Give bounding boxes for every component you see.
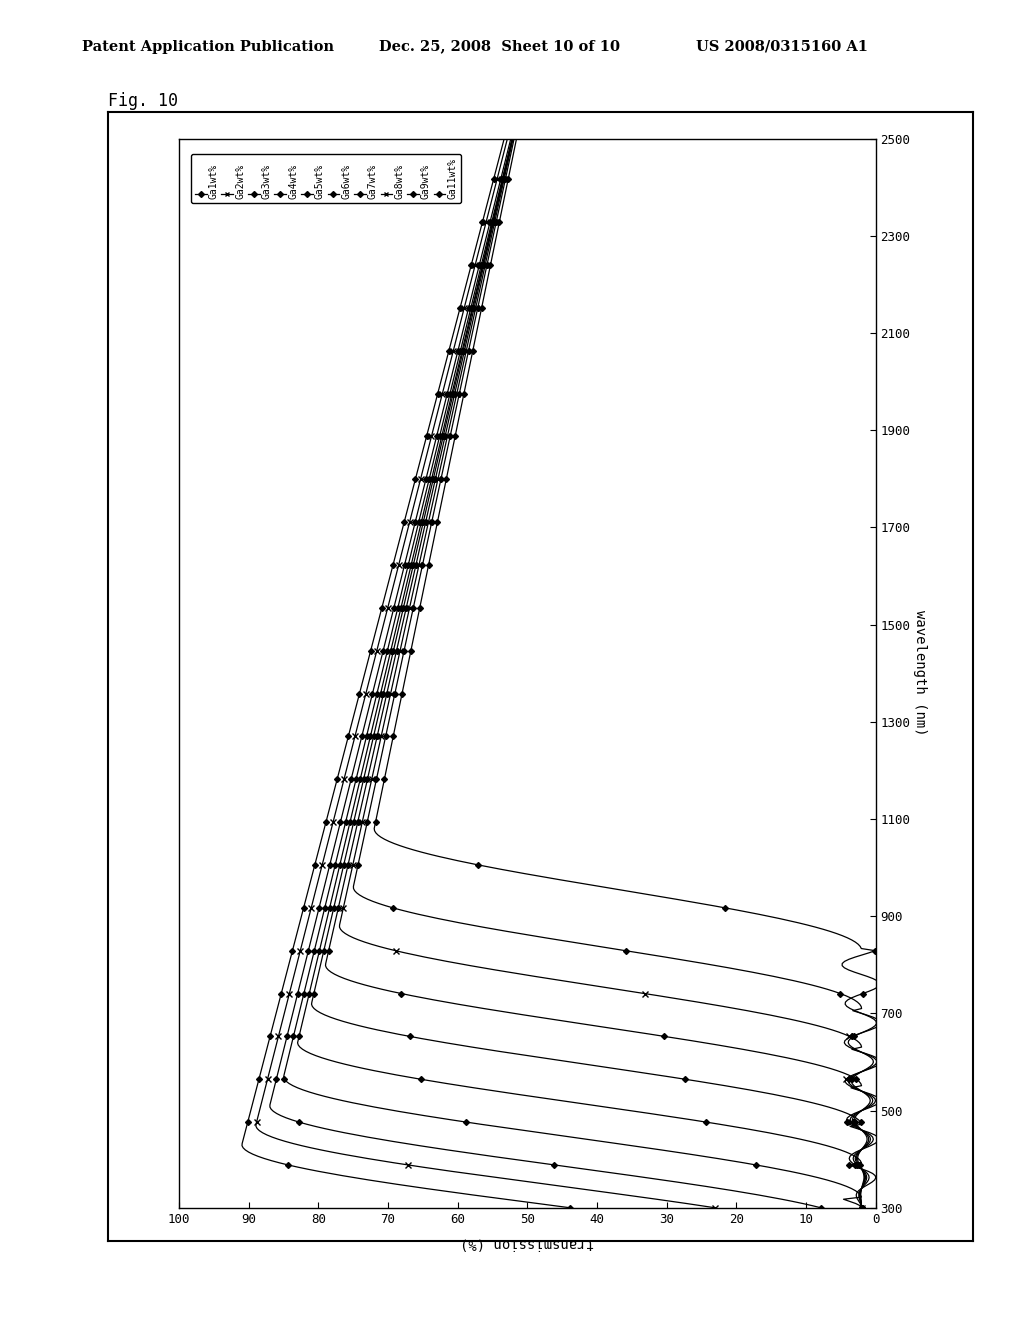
Ga6wt% <box>392 622 404 638</box>
Ga8wt% <box>507 131 519 147</box>
Ga1wt% <box>492 156 504 172</box>
Text: Patent Application Publication: Patent Application Publication <box>82 40 334 54</box>
Line: Ga9wt%: Ga9wt% <box>351 136 883 1210</box>
Line: Ga4wt%: Ga4wt% <box>282 136 863 1210</box>
Ga9wt% <box>855 1200 867 1216</box>
Ga5wt% <box>373 692 385 708</box>
Line: Ga5wt%: Ga5wt% <box>296 136 878 1210</box>
Ga4wt% <box>371 685 383 701</box>
Ga7wt% <box>409 564 421 579</box>
Ga9wt% <box>389 685 401 701</box>
Ga8wt% <box>398 622 411 638</box>
X-axis label: transmission (%): transmission (%) <box>461 1237 594 1251</box>
Ga4wt% <box>400 564 413 579</box>
Text: Fig. 10: Fig. 10 <box>108 92 177 111</box>
Ga3wt% <box>505 131 517 147</box>
Ga7wt% <box>395 622 408 638</box>
Ga9wt% <box>467 323 479 339</box>
Ga2wt% <box>359 685 372 701</box>
Legend: Ga1wt%, Ga2wt%, Ga3wt%, Ga4wt%, Ga5wt%, Ga6wt%, Ga7wt%, Ga8wt%, Ga9wt%, Ga11wt%: Ga1wt%, Ga2wt%, Ga3wt%, Ga4wt%, Ga5wt%, … <box>191 154 461 203</box>
Ga8wt% <box>855 1200 867 1216</box>
Ga1wt% <box>385 564 397 579</box>
Ga9wt% <box>415 564 427 579</box>
Ga5wt% <box>855 1200 867 1216</box>
Ga2wt% <box>376 622 388 638</box>
Line: Ga3wt%: Ga3wt% <box>268 136 823 1210</box>
Ga6wt% <box>855 1200 867 1216</box>
Ga1wt% <box>370 622 382 638</box>
Ga11wt% <box>396 685 409 701</box>
Ga9wt% <box>503 156 515 172</box>
Ga4wt% <box>370 692 382 708</box>
Y-axis label: wavelength (nm): wavelength (nm) <box>913 610 927 737</box>
Ga4wt% <box>386 622 398 638</box>
Ga6wt% <box>406 564 418 579</box>
Line: Ga7wt%: Ga7wt% <box>324 136 882 1210</box>
Ga5wt% <box>501 156 513 172</box>
Ga1wt% <box>498 131 510 147</box>
Ga6wt% <box>506 131 518 147</box>
Ga2wt% <box>502 131 514 147</box>
Ga8wt% <box>412 564 424 579</box>
Ga11wt% <box>505 156 517 172</box>
Ga3wt% <box>396 564 409 579</box>
Ga2wt% <box>452 323 464 339</box>
Ga9wt% <box>402 622 415 638</box>
Line: Ga11wt%: Ga11wt% <box>372 136 882 1210</box>
Text: Dec. 25, 2008  Sheet 10 of 10: Dec. 25, 2008 Sheet 10 of 10 <box>379 40 620 54</box>
Ga4wt% <box>506 131 518 147</box>
Ga1wt% <box>353 685 366 701</box>
Ga11wt% <box>471 323 483 339</box>
Ga7wt% <box>501 156 513 172</box>
Ga3wt% <box>367 685 379 701</box>
Ga3wt% <box>382 622 394 638</box>
Ga11wt% <box>510 131 522 147</box>
Ga6wt% <box>462 323 474 339</box>
Ga3wt% <box>815 1200 827 1216</box>
Ga11wt% <box>410 622 422 638</box>
Ga1wt% <box>351 692 364 708</box>
Ga8wt% <box>502 156 514 172</box>
Ga5wt% <box>390 622 402 638</box>
Ga5wt% <box>507 131 519 147</box>
Ga4wt% <box>500 156 512 172</box>
Ga2wt% <box>391 564 403 579</box>
Ga4wt% <box>855 1200 867 1216</box>
Text: US 2008/0315160 A1: US 2008/0315160 A1 <box>696 40 868 54</box>
Line: Ga6wt%: Ga6wt% <box>309 136 881 1210</box>
Ga1wt% <box>564 1200 577 1216</box>
Ga7wt% <box>379 692 391 708</box>
Ga3wt% <box>499 156 511 172</box>
Ga7wt% <box>506 131 518 147</box>
Ga8wt% <box>384 685 396 701</box>
Ga2wt% <box>495 156 507 172</box>
Ga3wt% <box>365 692 377 708</box>
Ga11wt% <box>855 1200 867 1216</box>
Ga4wt% <box>459 323 471 339</box>
Ga2wt% <box>709 1200 721 1216</box>
Ga7wt% <box>463 323 475 339</box>
Ga7wt% <box>855 1200 867 1216</box>
Ga5wt% <box>403 564 416 579</box>
Ga6wt% <box>500 156 512 172</box>
Ga2wt% <box>358 692 371 708</box>
Ga6wt% <box>377 685 389 701</box>
Ga1wt% <box>447 323 460 339</box>
Ga11wt% <box>421 564 433 579</box>
Ga5wt% <box>461 323 473 339</box>
Line: Ga1wt%: Ga1wt% <box>240 136 572 1210</box>
Line: Ga2wt%: Ga2wt% <box>253 135 719 1212</box>
Ga9wt% <box>387 692 399 708</box>
Ga3wt% <box>457 323 469 339</box>
Ga9wt% <box>508 131 520 147</box>
Ga8wt% <box>383 692 395 708</box>
Ga8wt% <box>464 323 476 339</box>
Ga11wt% <box>394 692 407 708</box>
Line: Ga8wt%: Ga8wt% <box>336 135 884 1212</box>
Ga5wt% <box>375 685 387 701</box>
Ga6wt% <box>376 692 388 708</box>
Ga7wt% <box>381 685 393 701</box>
